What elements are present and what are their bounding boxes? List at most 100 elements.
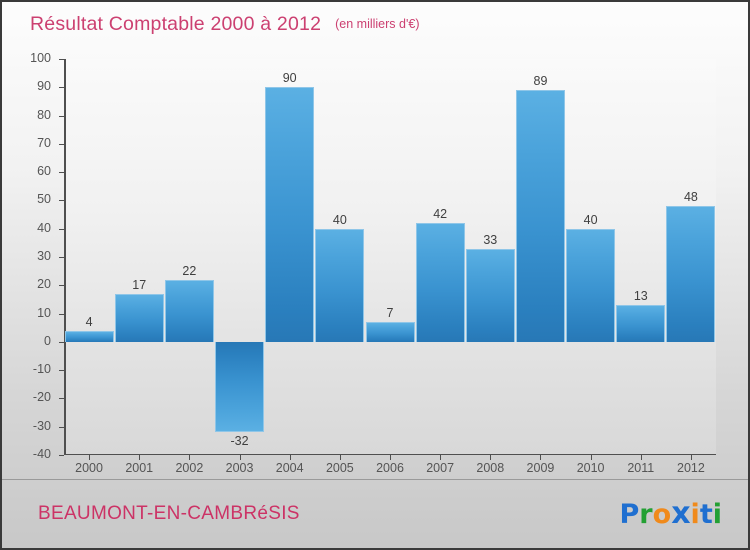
y-axis-tick-label: 70 — [37, 135, 51, 150]
y-axis-tick-label: 20 — [37, 277, 51, 292]
chart-header: Résultat Comptable 2000 à 2012 (en milli… — [2, 2, 748, 46]
y-axis-tick: 10 — [37, 306, 64, 320]
bar-2009[interactable]: 89 — [515, 74, 565, 342]
y-axis-tick: -10 — [33, 362, 64, 376]
x-axis-tick — [540, 455, 542, 460]
y-axis-tick: 40 — [37, 221, 64, 235]
bar-2012[interactable]: 48 — [666, 190, 716, 342]
x-axis-tick-label: 2007 — [426, 461, 455, 475]
y-axis-tick: 60 — [37, 164, 64, 178]
x-axis-tick-label: 2005 — [325, 461, 354, 475]
x-axis-tick — [239, 455, 241, 460]
x-axis-tick — [339, 455, 341, 460]
x-axis-tick — [390, 455, 391, 460]
x-axis-tick — [440, 455, 442, 460]
bar-value-label: 22 — [182, 263, 197, 278]
x-axis-tick-label: 2002 — [175, 461, 204, 475]
bar-value-label: 13 — [633, 289, 648, 304]
logo-letter: i — [690, 499, 700, 530]
x-axis-tick — [89, 455, 91, 460]
y-axis-tick: -20 — [33, 390, 64, 404]
y-axis-line — [64, 59, 66, 455]
y-axis-tick-label: -40 — [32, 447, 51, 461]
x-axis-tick-label: 2000 — [75, 461, 103, 475]
y-axis-tick-label: 50 — [37, 192, 51, 207]
y-axis-tick-label: 90 — [37, 79, 51, 94]
chart-footer: BEAUMONT-EN-CAMBRéSIS Proxiti — [2, 480, 748, 548]
x-axis-tick — [490, 455, 492, 460]
x-axis-tick-label: 2012 — [677, 461, 705, 475]
bar-value-label: 17 — [132, 277, 147, 292]
plot-area: 100 90 80 70 60 50 40 30 20 10 0 -10 -20 -30 -40 2000 2… — [30, 51, 716, 475]
y-axis-tick: -30 — [33, 419, 64, 433]
plot-background — [64, 59, 716, 455]
x-axis-tick-label: 2008 — [476, 461, 505, 475]
x-axis-tick-label: 2006 — [376, 461, 404, 475]
y-axis-tick: 100 — [30, 51, 64, 65]
x-axis-tick-label: 2009 — [526, 461, 555, 475]
chart-subtitle: (en milliers d'€) — [335, 17, 420, 31]
bar-value-label: 4 — [85, 314, 93, 329]
logo-letter: r — [639, 499, 653, 530]
y-axis-tick: 90 — [37, 79, 64, 93]
bar-value-label: 42 — [433, 207, 448, 222]
y-axis-tick-label: 10 — [37, 305, 51, 320]
bar-2011[interactable]: 13 — [616, 289, 666, 342]
footer-divider — [2, 479, 748, 480]
y-axis-tick: 80 — [37, 108, 64, 122]
y-axis-tick: 20 — [37, 277, 64, 291]
logo-letter: i — [712, 499, 722, 530]
bar-2000[interactable]: 4 — [64, 315, 114, 342]
x-axis-tick — [690, 455, 692, 460]
bar-2008[interactable]: 33 — [465, 233, 515, 342]
y-axis-tick-label: 30 — [37, 249, 51, 263]
y-axis-tick-label: -20 — [32, 390, 51, 405]
logo-letter: x — [671, 496, 691, 531]
y-axis-tick-label: 60 — [37, 164, 51, 179]
bar-2010[interactable]: 40 — [566, 213, 616, 342]
bar-value-label: 7 — [386, 306, 394, 321]
x-axis-tick — [590, 455, 592, 460]
x-axis-tick — [189, 455, 191, 460]
bar-2002[interactable]: 22 — [164, 264, 214, 342]
x-axis-tick — [289, 455, 291, 460]
bar-2005[interactable]: 40 — [315, 213, 365, 342]
y-axis-tick-label: -30 — [32, 418, 51, 433]
y-axis-tick-label: 100 — [30, 51, 51, 65]
y-axis-tick: 0 — [44, 334, 64, 348]
bar-2001[interactable]: 17 — [114, 278, 164, 342]
y-axis-tick: 50 — [37, 192, 64, 206]
bar-value-label: 40 — [332, 212, 347, 227]
bar-2007[interactable]: 42 — [415, 207, 465, 342]
logo-letter: o — [652, 499, 672, 530]
y-axis-tick: -40 — [33, 447, 64, 461]
logo-letter: t — [699, 499, 713, 530]
bar-2004[interactable]: 90 — [265, 71, 315, 342]
logo-letter: P — [619, 499, 640, 530]
x-axis-tick-label: 2010 — [576, 461, 605, 475]
commune-name: BEAUMONT-EN-CAMBRéSIS — [38, 503, 300, 524]
x-axis-tick-label: 2004 — [275, 461, 304, 475]
bar-value-label: 90 — [282, 71, 297, 86]
y-axis-tick: 30 — [37, 249, 64, 263]
x-axis-tick — [640, 455, 642, 460]
bar-2003[interactable]: -32 — [215, 341, 265, 448]
bar-value-label: -32 — [230, 434, 249, 449]
y-axis-tick-label: 80 — [37, 107, 51, 122]
y-axis-tick-label: -10 — [32, 362, 51, 377]
bar-value-label: 48 — [683, 190, 698, 205]
x-axis-tick-label: 2001 — [125, 461, 154, 475]
bar-value-label: 89 — [533, 74, 548, 89]
x-axis-tick — [139, 455, 141, 460]
bar-value-label: 40 — [583, 212, 598, 227]
proxiti-logo: Proxiti — [620, 499, 723, 529]
bar-value-label: 33 — [483, 232, 498, 247]
y-axis-tick: 70 — [37, 136, 64, 150]
y-axis-tick-label: 40 — [37, 220, 51, 235]
x-axis-line — [64, 453, 716, 455]
x-axis-tick-label: 2011 — [627, 461, 655, 475]
page-title: Résultat Comptable 2000 à 2012 — [30, 12, 322, 35]
y-axis-tick-label: 0 — [44, 333, 51, 348]
bar-2006[interactable]: 7 — [365, 306, 415, 342]
